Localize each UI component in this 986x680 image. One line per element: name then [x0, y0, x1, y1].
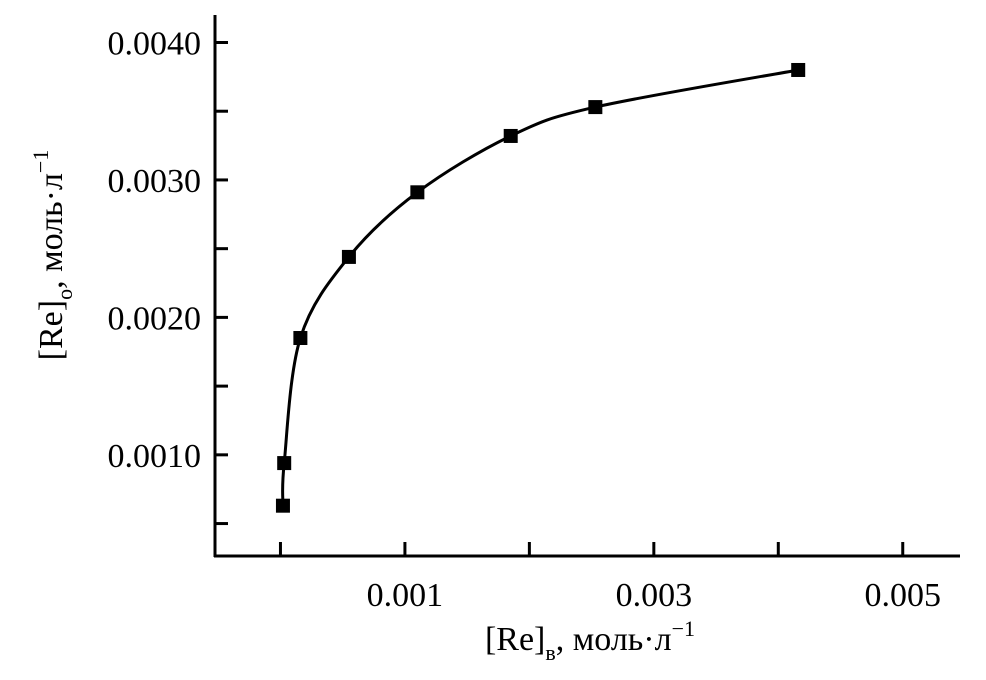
point — [410, 185, 425, 200]
y-tick-label: 0.0020 — [108, 300, 202, 337]
y-label-rest: , моль·л — [33, 173, 70, 289]
y-axis-label: [Re]о, моль·л−1 — [28, 150, 77, 361]
x-tick-label: 0.001 — [367, 577, 444, 614]
x-axis-label: [Re]в, моль·л−1 — [485, 616, 695, 665]
point — [275, 498, 290, 513]
point — [293, 331, 308, 346]
x-label-sub: в — [545, 640, 555, 665]
point — [503, 128, 518, 143]
x-label-sup: −1 — [672, 616, 695, 641]
x-tick-label: 0.003 — [616, 577, 693, 614]
point — [277, 456, 292, 471]
y-label-sup: −1 — [28, 150, 53, 173]
y-label-main: [Re] — [33, 300, 70, 360]
point — [588, 100, 603, 115]
point — [791, 62, 806, 77]
y-label-sub: о — [52, 289, 77, 300]
y-tick-label: 0.0030 — [108, 163, 202, 200]
y-tick-label: 0.0040 — [108, 25, 202, 62]
x-tick-label: 0.005 — [864, 577, 941, 614]
x-label-rest: , моль·л — [556, 621, 672, 658]
y-tick-label: 0.0010 — [108, 438, 202, 475]
point — [341, 249, 356, 264]
fit-curve — [281, 68, 799, 506]
x-label-main: [Re] — [485, 621, 545, 658]
